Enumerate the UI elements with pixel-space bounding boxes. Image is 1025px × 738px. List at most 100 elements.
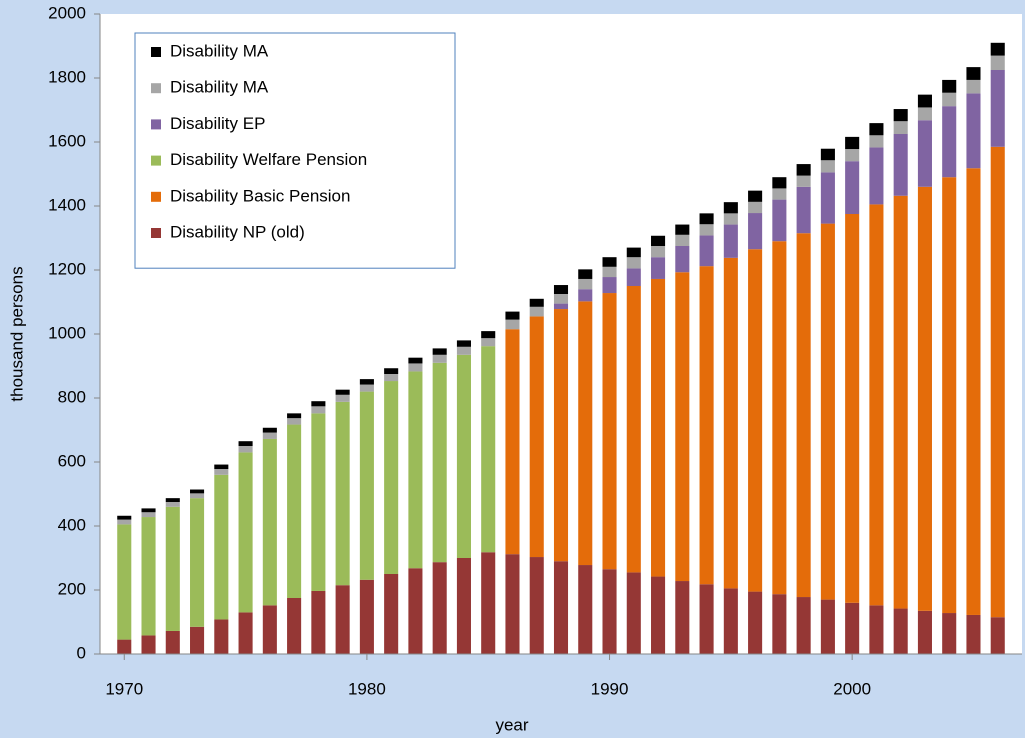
- bar-segment: [820, 223, 835, 600]
- bar-segment: [238, 446, 253, 453]
- x-axis-label: year: [495, 715, 528, 734]
- bar-segment: [699, 213, 714, 225]
- bar-segment: [141, 517, 156, 636]
- y-tick-label: 600: [58, 451, 86, 470]
- bar-segment: [651, 246, 666, 258]
- x-tick-label: 2000: [833, 679, 871, 698]
- bar-segment: [723, 257, 738, 589]
- legend-label: Disability MA: [170, 41, 269, 60]
- legend-swatch: [151, 228, 161, 238]
- bar-segment: [772, 188, 787, 200]
- bar-segment: [990, 617, 1005, 654]
- bar-segment: [748, 190, 763, 202]
- legend-swatch: [151, 47, 161, 57]
- bar-segment: [869, 204, 884, 606]
- bar-segment: [966, 79, 981, 94]
- bar-segment: [942, 79, 957, 93]
- legend-swatch: [151, 191, 161, 202]
- legend-box: [134, 32, 456, 269]
- bar-segment: [796, 233, 811, 598]
- bar-segment: [966, 67, 981, 80]
- bar-segment: [917, 610, 932, 654]
- bar-segment: [675, 234, 690, 246]
- bar-segment: [529, 306, 544, 317]
- bar-segment: [117, 524, 132, 640]
- bar-segment: [845, 214, 860, 603]
- legend-swatch: [151, 119, 161, 130]
- bar-segment: [311, 406, 326, 414]
- bar-segment: [505, 311, 520, 320]
- bar-segment: [359, 379, 374, 385]
- bar-segment: [578, 278, 593, 290]
- bar-segment: [214, 469, 229, 475]
- bar-segment: [748, 213, 763, 250]
- bar-segment: [287, 413, 302, 419]
- bar-segment: [869, 605, 884, 654]
- y-tick-label: 1000: [48, 323, 86, 342]
- bar-segment: [335, 389, 350, 395]
- bar-segment: [578, 565, 593, 654]
- bar-segment: [262, 432, 277, 439]
- bar-segment: [651, 576, 666, 654]
- bar-segment: [238, 441, 253, 446]
- bar-segment: [408, 363, 423, 372]
- bar-segment: [190, 489, 205, 494]
- bar-segment: [917, 120, 932, 187]
- bar-segment: [772, 594, 787, 654]
- y-tick-label: 1600: [48, 131, 86, 150]
- legend-label: Disability Basic Pension: [170, 186, 350, 205]
- bar-segment: [287, 418, 302, 425]
- bar-segment: [553, 561, 569, 654]
- x-tick-label: 1990: [591, 679, 629, 698]
- bar-segment: [432, 562, 447, 654]
- bar-segment: [893, 109, 908, 122]
- bar-segment: [408, 357, 423, 364]
- bar-segment: [626, 257, 641, 269]
- bar-segment: [942, 613, 957, 654]
- bar-segment: [699, 266, 714, 585]
- bar-segment: [190, 626, 205, 654]
- legend-swatch: [151, 83, 161, 94]
- bar-segment: [505, 554, 520, 654]
- bar-segment: [311, 590, 326, 654]
- y-tick-label: 1200: [48, 259, 86, 278]
- bar-segment: [990, 42, 1005, 56]
- bar-segment: [408, 371, 423, 569]
- bar-segment: [238, 612, 253, 654]
- bar-segment: [481, 346, 496, 553]
- bar-segment: [990, 70, 1005, 147]
- bar-segment: [117, 639, 132, 654]
- bar-segment: [893, 195, 908, 609]
- bar-segment: [845, 602, 860, 654]
- y-tick-label: 400: [58, 515, 86, 534]
- bar-segment: [262, 605, 277, 654]
- bar-segment: [481, 338, 496, 347]
- bar-segment: [748, 201, 763, 214]
- bar-segment: [675, 246, 690, 273]
- bar-segment: [553, 285, 569, 294]
- bar-segment: [456, 346, 471, 355]
- bar-segment: [893, 121, 908, 134]
- bar-segment: [335, 401, 350, 586]
- bar-segment: [432, 354, 447, 363]
- bar-segment: [723, 213, 738, 225]
- bar-segment: [578, 289, 593, 302]
- bar-segment: [699, 235, 714, 267]
- bar-segment: [287, 424, 302, 598]
- bar-segment: [869, 123, 884, 136]
- bar-segment: [917, 107, 932, 121]
- bar-segment: [699, 224, 714, 236]
- y-tick-label: 1400: [48, 195, 86, 214]
- bar-segment: [505, 319, 520, 330]
- y-tick-label: 800: [58, 387, 86, 406]
- bar-segment: [456, 340, 471, 347]
- bar-segment: [772, 199, 787, 242]
- bar-segment: [165, 498, 180, 502]
- bar-segment: [966, 168, 981, 615]
- bar-segment: [141, 508, 156, 513]
- bar-segment: [796, 164, 811, 176]
- bar-segment: [165, 506, 180, 631]
- bar-segment: [456, 558, 471, 654]
- bar-segment: [626, 286, 641, 573]
- x-tick-label: 1970: [105, 679, 143, 698]
